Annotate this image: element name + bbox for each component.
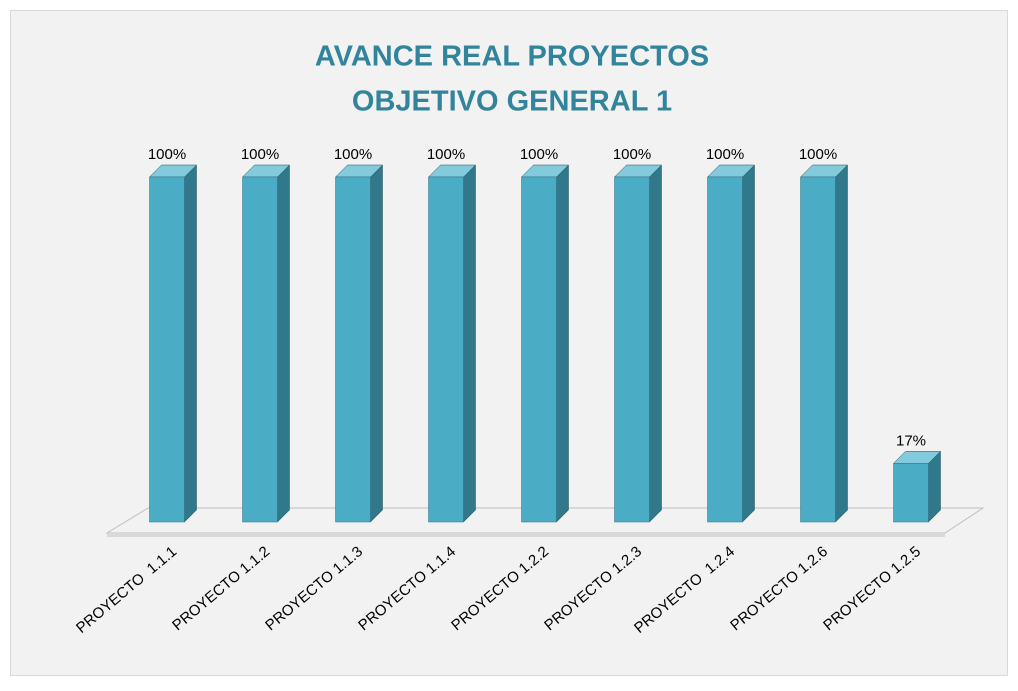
- bar-side: [556, 164, 569, 523]
- value-label: 100%: [799, 146, 837, 163]
- value-label: 100%: [148, 146, 186, 163]
- value-label: 100%: [613, 146, 651, 163]
- bar-side: [184, 164, 197, 523]
- bar-side: [742, 164, 755, 523]
- value-label: 100%: [241, 146, 279, 163]
- bar-side: [649, 164, 662, 523]
- value-label: 100%: [706, 146, 744, 163]
- value-label: 100%: [334, 146, 372, 163]
- bar-side: [463, 164, 476, 523]
- bar: [521, 176, 557, 523]
- chart-title: OBJETIVO GENERAL 1: [352, 86, 672, 118]
- bar: [614, 176, 650, 523]
- bar: [707, 176, 743, 523]
- floor-edge: [107, 533, 945, 537]
- bar: [800, 176, 836, 523]
- value-label: 100%: [520, 146, 558, 163]
- bar-side: [835, 164, 848, 523]
- bar-side: [370, 164, 383, 523]
- bar-side: [928, 450, 941, 523]
- chart-title: AVANCE REAL PROYECTOS: [315, 41, 709, 73]
- bar: [335, 176, 371, 523]
- bar-side: [277, 164, 290, 523]
- value-label: 100%: [427, 146, 465, 163]
- bar: [149, 176, 185, 523]
- bar: [893, 463, 929, 523]
- bar: [428, 176, 464, 523]
- value-label: 17%: [896, 432, 926, 449]
- bar: [242, 176, 278, 523]
